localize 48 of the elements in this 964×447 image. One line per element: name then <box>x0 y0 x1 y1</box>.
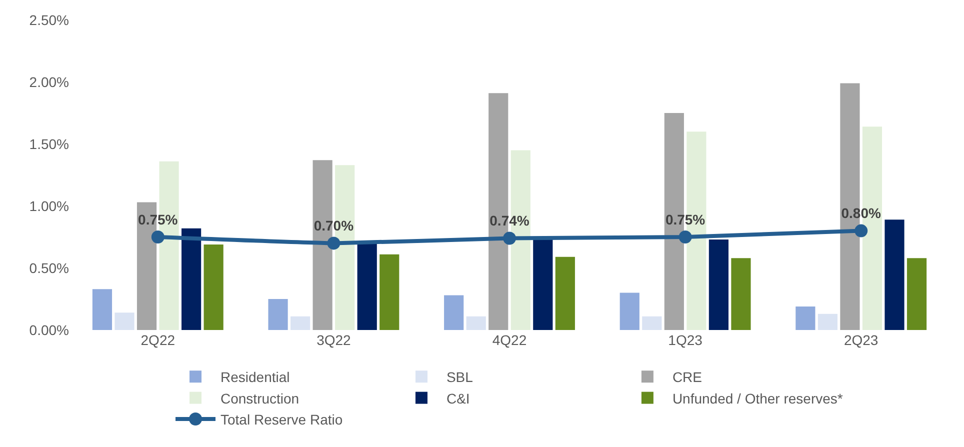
bar <box>92 289 112 330</box>
bar <box>906 258 927 330</box>
legend-label: SBL <box>446 369 474 386</box>
legend-label: Construction <box>220 390 300 406</box>
bar <box>731 258 751 330</box>
data-label: 0.74% <box>490 212 530 229</box>
point <box>503 232 516 245</box>
y-tick-label: 2.00% <box>29 74 69 90</box>
x-tick-label: 3Q22 <box>316 332 352 348</box>
bar <box>533 238 553 330</box>
bar <box>642 316 662 330</box>
bar <box>268 299 288 330</box>
bar <box>708 239 728 330</box>
x-tick-label: 1Q23 <box>668 332 703 348</box>
bar <box>796 306 816 330</box>
bar <box>204 244 224 330</box>
bar <box>380 254 400 330</box>
point <box>327 236 340 250</box>
point <box>678 230 692 244</box>
bar <box>620 292 640 330</box>
legend-label: Residential <box>220 369 290 386</box>
point <box>151 230 164 244</box>
bar <box>818 314 838 330</box>
legend-label: Total Reserve Ratio <box>220 411 343 428</box>
legend-label: Unfunded / Other reserves* <box>672 390 844 406</box>
y-tick-label: 1.00% <box>29 198 69 214</box>
y-tick-label: 2.50% <box>29 12 69 28</box>
bar <box>182 228 202 330</box>
x-tick-label: 2Q22 <box>140 332 176 348</box>
point <box>854 224 868 238</box>
bar <box>444 295 464 330</box>
data-label: 0.70% <box>314 218 354 234</box>
y-tick-label: 1.50% <box>29 136 69 152</box>
data-label: 0.80% <box>841 205 882 222</box>
bar <box>290 316 310 330</box>
bar <box>357 243 377 330</box>
y-tick-label: 0.50% <box>29 260 69 276</box>
data-label: 0.75% <box>665 211 706 228</box>
data-label: 0.75% <box>138 211 178 228</box>
bar <box>555 256 575 330</box>
legend-label: C&I <box>446 390 470 406</box>
y-tick-label: 0.00% <box>29 322 69 338</box>
bar <box>466 316 486 330</box>
x-tick-label: 4Q22 <box>492 332 527 348</box>
bar <box>114 312 134 330</box>
x-tick-label: 2Q23 <box>844 332 878 348</box>
legend-label: CRE <box>672 369 702 386</box>
bar <box>884 220 904 330</box>
